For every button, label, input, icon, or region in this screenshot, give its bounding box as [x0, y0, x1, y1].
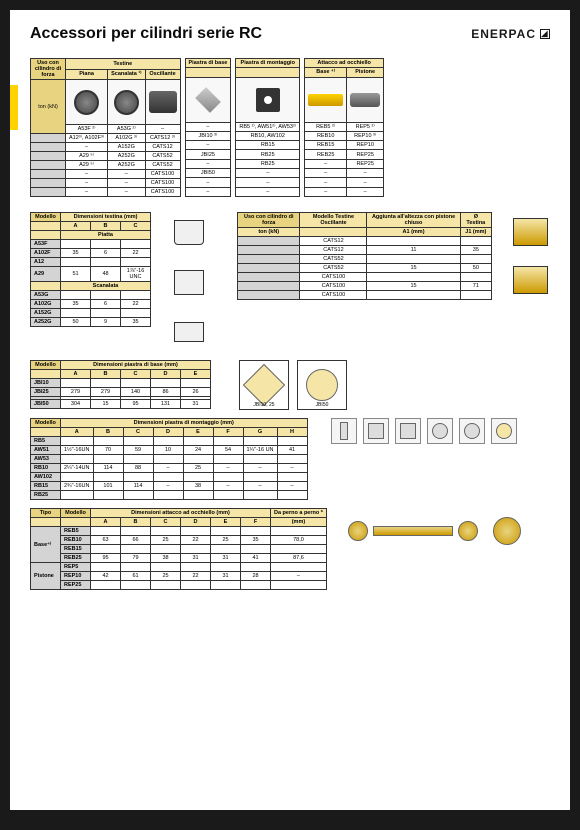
occhiello-assembly-diagram	[335, 508, 535, 553]
dimensioni-testina-section: ModelloDimensioni testina (mm) ABC Piatt…	[30, 212, 550, 352]
testina-diagram-3	[169, 312, 209, 352]
attacco-occhiello-section: TipoModelloDimensioni attacco ad occhiel…	[30, 508, 550, 590]
testina-scanalata-image	[114, 90, 139, 115]
oscillante-diagram-1	[510, 212, 550, 252]
testina-piana-image	[74, 90, 99, 115]
oscillante-diagram-2	[510, 260, 550, 300]
piastra-base-image	[195, 87, 221, 113]
piastra-montaggio-image	[256, 88, 280, 112]
attacco-base-image	[308, 94, 343, 106]
testina-oscillante-image	[149, 91, 177, 113]
attacco-pistone-image	[350, 93, 380, 107]
testina-diagram-1	[169, 212, 209, 252]
page-header: Accessori per cilindri serie RC ENERPAC …	[30, 25, 550, 43]
brand-logo: ENERPAC ◢	[471, 27, 550, 41]
brand-icon: ◢	[540, 29, 550, 39]
testina-diagram-2	[169, 262, 209, 302]
jbi10-25-diagram: JBI10, 25	[239, 360, 289, 410]
piastra-montaggio-section: ModelloDimensioni piastra di montaggio (…	[30, 418, 550, 500]
piastra-base-section: ModelloDimensioni piastra di base (mm) A…	[30, 360, 550, 410]
page-title: Accessori per cilindri serie RC	[30, 25, 262, 43]
main-product-table: Uso con cilindro di forza Testine PianaS…	[30, 58, 550, 197]
montaggio-icons	[331, 418, 517, 444]
jbi50-diagram: JBI50	[297, 360, 347, 410]
yellow-side-tab	[10, 85, 18, 130]
